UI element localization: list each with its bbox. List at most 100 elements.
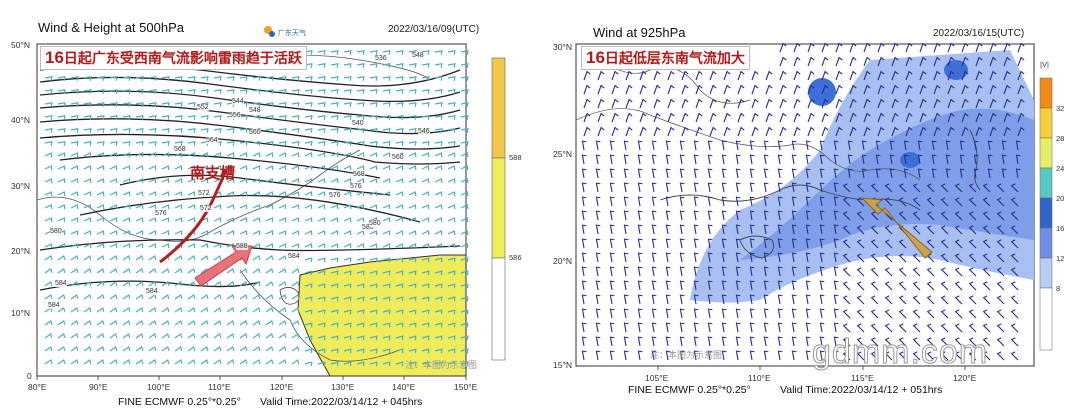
wind-barb: [369, 191, 378, 197]
wind-barb: [161, 307, 170, 313]
wind-barb: [382, 243, 391, 249]
wind-barb: [905, 42, 913, 53]
wind-barb: [842, 239, 851, 249]
wind-barb: [304, 89, 313, 94]
wind-barb: [57, 333, 66, 339]
wind-barb: [623, 224, 629, 235]
wind-barb: [83, 281, 92, 287]
wind-barb: [122, 307, 131, 313]
wind-barb: [819, 182, 825, 193]
wind-barb: [252, 243, 261, 249]
right-cb-label-8: 8: [1056, 284, 1061, 293]
wind-barb: [447, 243, 456, 249]
wind-barb: [791, 294, 797, 305]
wind-barb: [581, 238, 587, 249]
wind-barb: [947, 42, 955, 53]
wind-barb: [356, 335, 365, 341]
wind-barb: [434, 128, 443, 133]
wind-barb: [434, 309, 443, 315]
wind-barb: [763, 308, 769, 319]
wind-barb: [707, 294, 713, 305]
wind-barb: [96, 320, 105, 326]
wind-barb: [679, 252, 685, 263]
wind-barb: [1010, 295, 1019, 305]
wind-barb: [791, 336, 797, 347]
wind-barb: [304, 141, 313, 146]
wind-barb: [83, 191, 92, 197]
wind-barb: [931, 168, 937, 179]
wind-barb: [96, 243, 105, 249]
wind-barb: [877, 56, 885, 67]
wind-barb: [434, 50, 443, 55]
wind-barb: [639, 70, 647, 81]
wind-barb: [884, 309, 893, 319]
wind-barb: [751, 98, 759, 109]
wind-barb: [975, 84, 983, 95]
wind-barb: [278, 307, 287, 313]
wind-barb: [947, 112, 955, 123]
wind-barb: [356, 361, 365, 367]
wind-barb: [961, 70, 969, 81]
wind-barb: [651, 322, 657, 333]
contour-label: 560: [249, 129, 261, 136]
wind-barb: [940, 309, 949, 319]
wind-barb: [877, 84, 885, 95]
wind-barb: [623, 280, 629, 291]
wind-barb: [940, 295, 949, 305]
wind-barb: [1001, 168, 1007, 179]
wind-barb: [330, 270, 339, 276]
contour-label: 588: [236, 243, 248, 250]
wind-barb: [317, 128, 326, 133]
wind-barb: [1010, 239, 1019, 249]
wind-barb: [945, 140, 951, 151]
wind-barb: [252, 204, 261, 210]
wind-barb: [278, 217, 287, 223]
wind-barb: [317, 141, 326, 146]
wind-barb: [265, 294, 274, 300]
wind-barb: [912, 225, 921, 235]
wind-barb: [653, 112, 661, 123]
wind-barb: [968, 197, 977, 207]
wind-barb: [57, 346, 66, 352]
contour-label: 572: [200, 205, 212, 212]
wind-barb: [959, 140, 965, 151]
wind-barb: [819, 280, 825, 291]
wind-barb: [460, 243, 469, 249]
wind-barb: [460, 348, 469, 354]
wind-barb: [926, 295, 935, 305]
wind-barb: [891, 126, 899, 137]
wind-barb: [898, 197, 907, 207]
wind-barb: [187, 76, 196, 81]
wind-barb: [856, 351, 865, 361]
wind-barb: [70, 230, 79, 236]
wind-barb: [135, 115, 144, 120]
wind-barb: [291, 307, 300, 313]
wind-barb: [109, 76, 118, 81]
wind-barb: [395, 141, 404, 146]
wind-barb: [122, 76, 131, 81]
wind-barb: [735, 224, 741, 235]
wind-barb: [265, 204, 274, 210]
wind-barb: [884, 351, 893, 361]
wind-barb: [819, 210, 825, 221]
cb-20: [1039, 167, 1053, 199]
wind-barb: [109, 141, 118, 146]
wind-barb: [707, 154, 713, 165]
wind-barb: [919, 70, 927, 81]
wind-barb: [317, 335, 326, 341]
wind-barb: [330, 50, 339, 55]
wind-barb: [996, 351, 1005, 361]
left-footer-model: FINE ECMWF 0.25°*0.25°: [118, 396, 241, 408]
wind-barb: [148, 165, 157, 171]
wind-barb: [395, 335, 404, 341]
wind-barb: [369, 270, 378, 276]
contour-label: 584: [55, 280, 67, 287]
wind-barb: [926, 183, 935, 193]
wind-barb: [912, 281, 921, 291]
wind-barb: [819, 168, 825, 179]
contour-label: 564: [206, 137, 218, 144]
wind-barb: [460, 217, 469, 223]
wind-speed-core-3: [900, 152, 920, 168]
wind-barb: [653, 126, 661, 137]
wind-barb: [693, 196, 699, 207]
